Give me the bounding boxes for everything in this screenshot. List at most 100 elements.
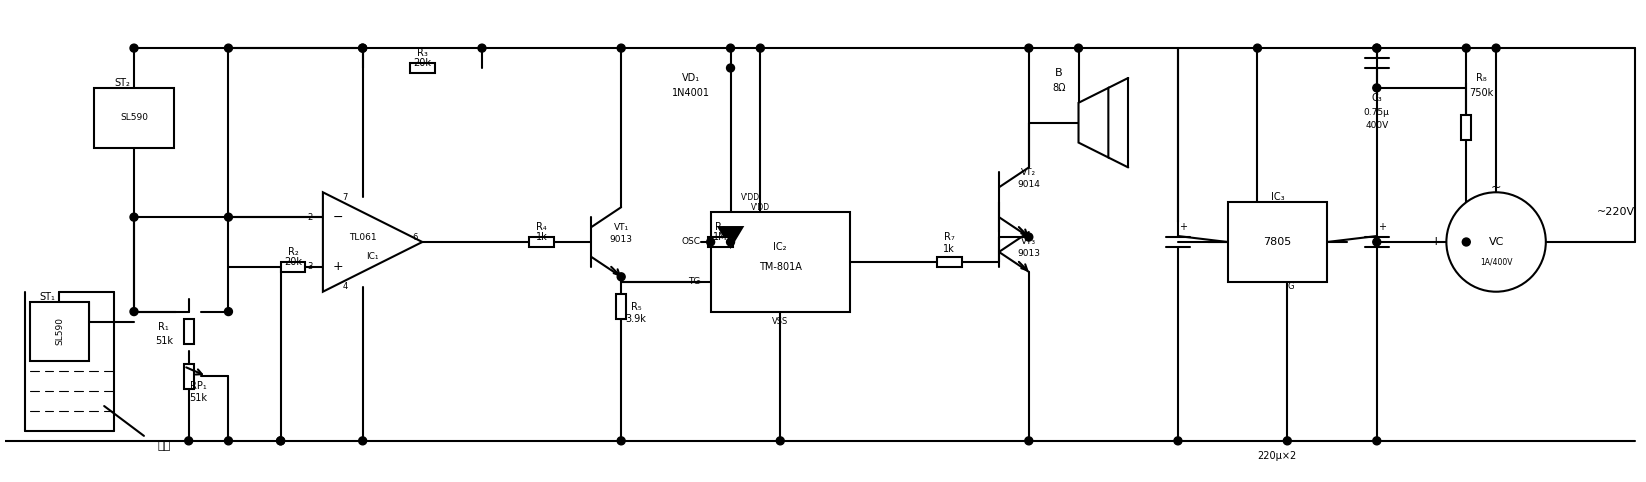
FancyBboxPatch shape [30,302,89,362]
Text: 8Ω: 8Ω [1052,83,1065,93]
Text: 51k: 51k [189,393,207,403]
Text: ~: ~ [1491,181,1501,194]
Text: 3.9k: 3.9k [625,314,647,323]
Text: +: + [332,260,344,273]
Text: 1A/400V: 1A/400V [1480,257,1513,267]
Circle shape [359,437,367,445]
Text: 0.75μ: 0.75μ [1365,108,1389,117]
Text: R₃: R₃ [416,48,428,58]
Circle shape [1493,44,1500,52]
Bar [708,237,732,247]
Text: R₈: R₈ [1476,73,1486,83]
Circle shape [130,44,138,52]
Text: V'DD: V'DD [741,193,760,202]
Text: VD₁: VD₁ [681,73,700,83]
Text: TM-801A: TM-801A [759,262,802,272]
Text: R₁: R₁ [158,321,170,332]
Circle shape [277,437,285,445]
Circle shape [130,213,138,221]
Text: IC₂: IC₂ [774,242,787,252]
Text: OSC: OSC [681,238,701,246]
Text: 6: 6 [413,232,418,241]
Text: ~: ~ [1551,236,1562,249]
Circle shape [617,273,625,281]
Text: 4: 4 [342,282,347,291]
FancyBboxPatch shape [94,88,174,147]
Circle shape [224,308,232,316]
Bar [410,63,435,73]
Circle shape [1373,238,1381,246]
Text: TL061: TL061 [349,232,377,241]
Circle shape [726,64,734,72]
Text: VSS: VSS [772,317,788,326]
Text: R₆: R₆ [716,222,726,232]
FancyBboxPatch shape [1228,202,1327,282]
Text: 51k: 51k [155,336,173,347]
Text: 9014: 9014 [1017,180,1040,189]
Text: 1N4001: 1N4001 [672,88,709,98]
Circle shape [1284,437,1290,445]
FancyBboxPatch shape [711,212,849,311]
Text: 400V: 400V [1365,121,1389,130]
Circle shape [1462,238,1470,246]
Text: VC: VC [1488,237,1504,247]
Text: 液体: 液体 [158,441,171,451]
Text: 20k: 20k [285,257,303,267]
Text: ST₂: ST₂ [114,78,130,88]
Text: SL590: SL590 [120,113,148,122]
Circle shape [477,44,486,52]
Text: 750k: 750k [1470,88,1493,98]
Circle shape [1447,192,1546,292]
Text: +: + [1430,236,1442,249]
Circle shape [184,437,193,445]
Text: B: B [1055,68,1062,78]
Polygon shape [323,192,423,292]
Text: SL590: SL590 [54,318,64,346]
Circle shape [617,44,625,52]
Circle shape [777,437,783,445]
Text: V'DD: V'DD [751,203,770,212]
Circle shape [1025,233,1032,241]
Text: 7805: 7805 [1262,237,1292,247]
Circle shape [1373,437,1381,445]
Text: 220μ×2: 220μ×2 [1258,451,1297,461]
Circle shape [1025,437,1032,445]
Text: IC₃: IC₃ [1271,192,1284,202]
Bar [530,237,555,247]
Text: −: − [332,211,344,224]
Circle shape [706,238,714,246]
Text: VT₃: VT₃ [1021,238,1037,246]
Circle shape [130,308,138,316]
Circle shape [224,44,232,52]
Circle shape [359,44,367,52]
Text: C₃: C₃ [1371,93,1383,103]
Polygon shape [1078,88,1108,158]
Text: 9013: 9013 [1017,249,1040,258]
Text: IC₁: IC₁ [367,253,379,261]
Text: 20k: 20k [413,58,431,68]
Circle shape [1075,44,1083,52]
Text: ST₁: ST₁ [40,292,56,302]
Circle shape [726,44,734,52]
Circle shape [726,238,734,246]
Polygon shape [719,227,742,247]
Circle shape [224,437,232,445]
Circle shape [757,44,764,52]
Circle shape [277,437,285,445]
Text: VT₂: VT₂ [1021,168,1037,177]
Text: 7: 7 [342,193,349,202]
Circle shape [1373,44,1381,52]
Bar [937,257,961,267]
Bar [184,364,194,388]
Circle shape [617,437,625,445]
Text: RP₁: RP₁ [191,381,207,391]
Text: 3: 3 [308,262,313,271]
Circle shape [359,44,367,52]
Circle shape [1462,44,1470,52]
Circle shape [1373,44,1381,52]
Text: G: G [1287,282,1294,291]
Circle shape [1373,84,1381,92]
Circle shape [1174,437,1182,445]
Bar [281,262,306,272]
Text: +: + [1378,222,1386,232]
